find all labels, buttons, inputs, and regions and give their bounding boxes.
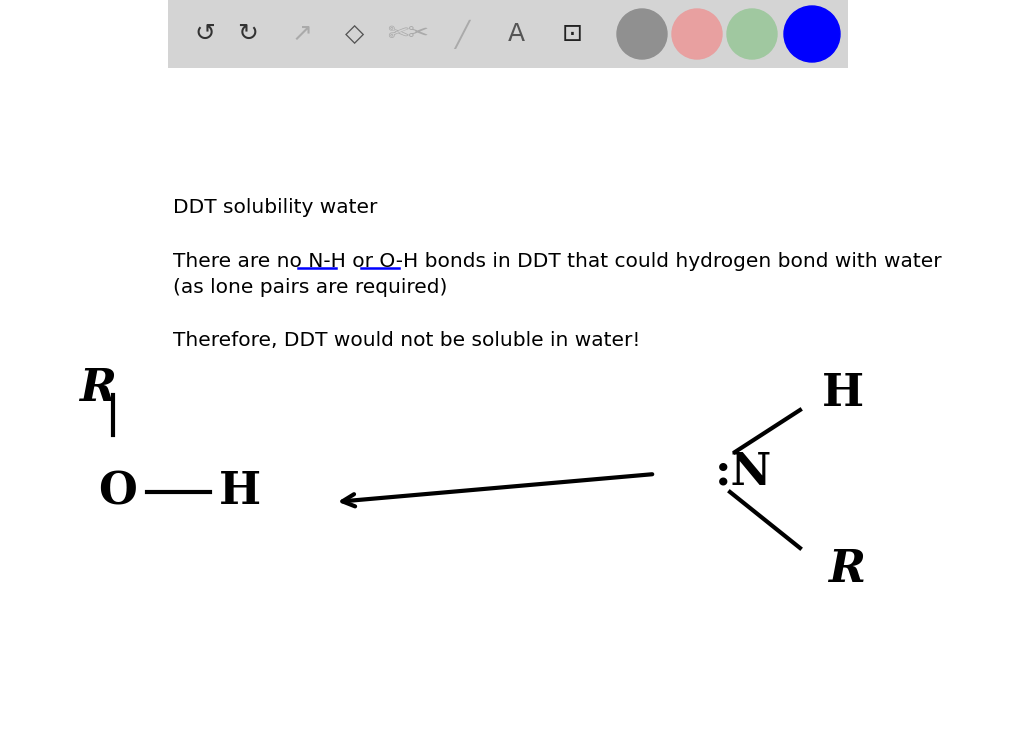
Text: H: H — [219, 471, 261, 514]
Text: ╱: ╱ — [455, 20, 469, 48]
Text: O: O — [98, 471, 137, 514]
Text: ↻: ↻ — [238, 22, 258, 46]
Text: DDT solubility water: DDT solubility water — [173, 198, 378, 217]
Text: ✄✂: ✄✂ — [387, 22, 429, 46]
Text: :N: :N — [715, 450, 772, 493]
Text: H: H — [822, 372, 864, 414]
Text: There are no N-H or O-H bonds in DDT that could hydrogen bond with water: There are no N-H or O-H bonds in DDT tha… — [173, 252, 942, 271]
Circle shape — [784, 6, 840, 62]
Text: ↺: ↺ — [195, 22, 215, 46]
Circle shape — [672, 9, 722, 59]
Text: ⊡: ⊡ — [561, 22, 583, 46]
Text: R: R — [80, 367, 117, 410]
Text: ◇: ◇ — [345, 22, 365, 46]
Text: ↗: ↗ — [292, 22, 312, 46]
Text: R: R — [828, 548, 865, 591]
Text: A: A — [508, 22, 524, 46]
Circle shape — [617, 9, 667, 59]
Bar — [168, 0, 848, 68]
Text: (as lone pairs are required): (as lone pairs are required) — [173, 278, 447, 297]
Text: Therefore, DDT would not be soluble in water!: Therefore, DDT would not be soluble in w… — [173, 331, 640, 350]
Circle shape — [727, 9, 777, 59]
